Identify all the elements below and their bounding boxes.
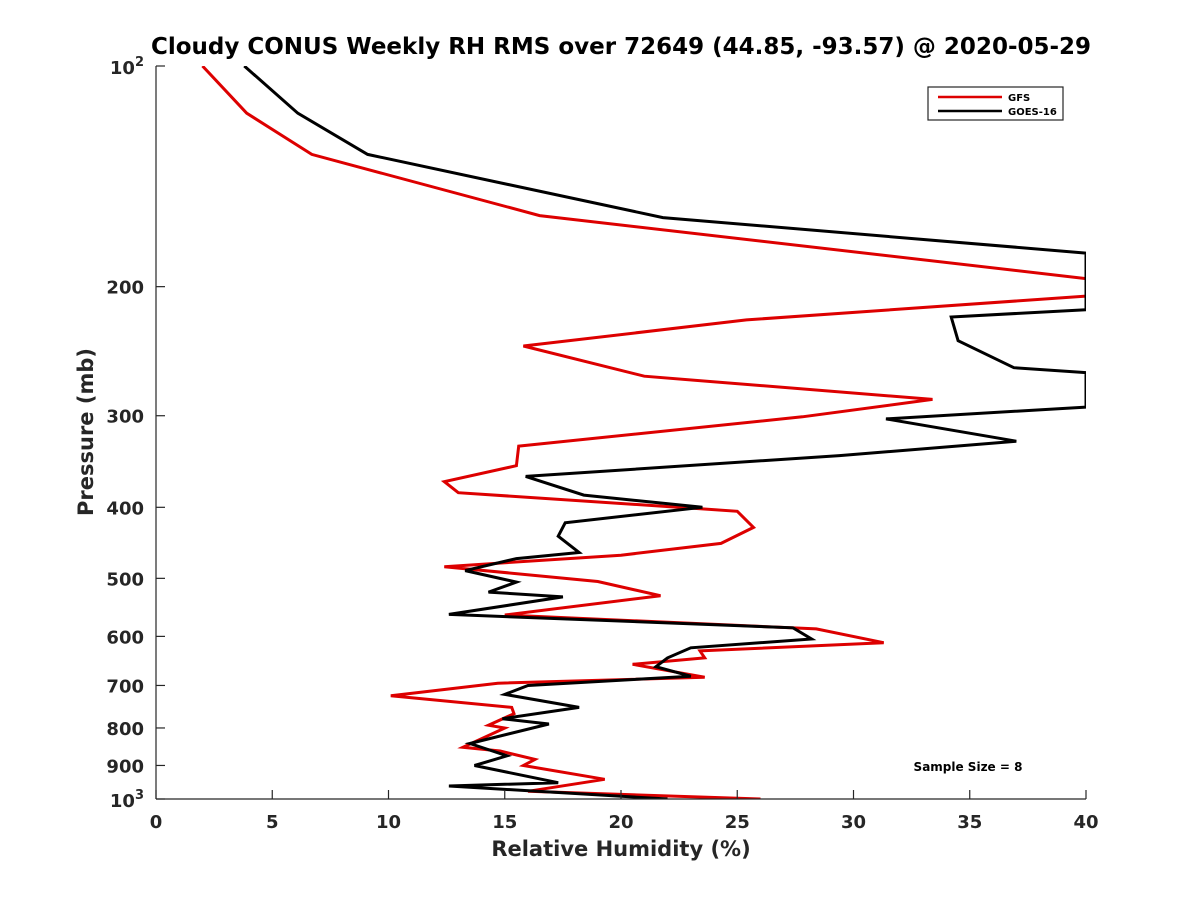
y-tick-label: 300 bbox=[106, 407, 144, 428]
x-tick-label: 10 bbox=[376, 812, 401, 833]
x-tick-label: 20 bbox=[608, 812, 633, 833]
legend: GFS GOES-16 bbox=[927, 86, 1064, 121]
x-axis-label: Relative Humidity (%) bbox=[491, 837, 750, 861]
y-tick-label: 500 bbox=[106, 569, 144, 590]
y-tick-label: 400 bbox=[106, 498, 144, 519]
x-tick-label: 25 bbox=[725, 812, 750, 833]
legend-box bbox=[927, 86, 1064, 121]
legend-label: GOES-16 bbox=[1008, 107, 1057, 118]
sample-size-annotation: Sample Size = 8 bbox=[914, 760, 1023, 774]
y-tick-label: 600 bbox=[106, 627, 144, 648]
y-tick-label: 102 bbox=[110, 55, 144, 79]
legend-label: GFS bbox=[1008, 93, 1030, 104]
x-tick-label: 15 bbox=[492, 812, 517, 833]
chart-title: Cloudy CONUS Weekly RH RMS over 72649 (4… bbox=[151, 34, 1091, 60]
y-tick-label: 200 bbox=[106, 278, 144, 299]
y-tick-label: 800 bbox=[106, 719, 144, 740]
x-tick-label: 0 bbox=[150, 812, 163, 833]
y-tick-label: 900 bbox=[106, 756, 144, 777]
x-tick-label: 5 bbox=[266, 812, 279, 833]
series-line-goes-16 bbox=[243, 66, 1086, 799]
y-tick-label: 103 bbox=[110, 788, 144, 812]
plot-area: 0 5 10 15 20 25 30 35 40 102 200 300 400 500 600 700 800… bbox=[106, 55, 1098, 833]
x-tick-label: 35 bbox=[957, 812, 982, 833]
y-tick-label: 700 bbox=[106, 676, 144, 697]
series-line-gfs bbox=[201, 66, 1086, 799]
x-tick-label: 40 bbox=[1073, 812, 1098, 833]
x-tick-label: 30 bbox=[841, 812, 866, 833]
y-axis-label: Pressure (mb) bbox=[74, 348, 98, 516]
